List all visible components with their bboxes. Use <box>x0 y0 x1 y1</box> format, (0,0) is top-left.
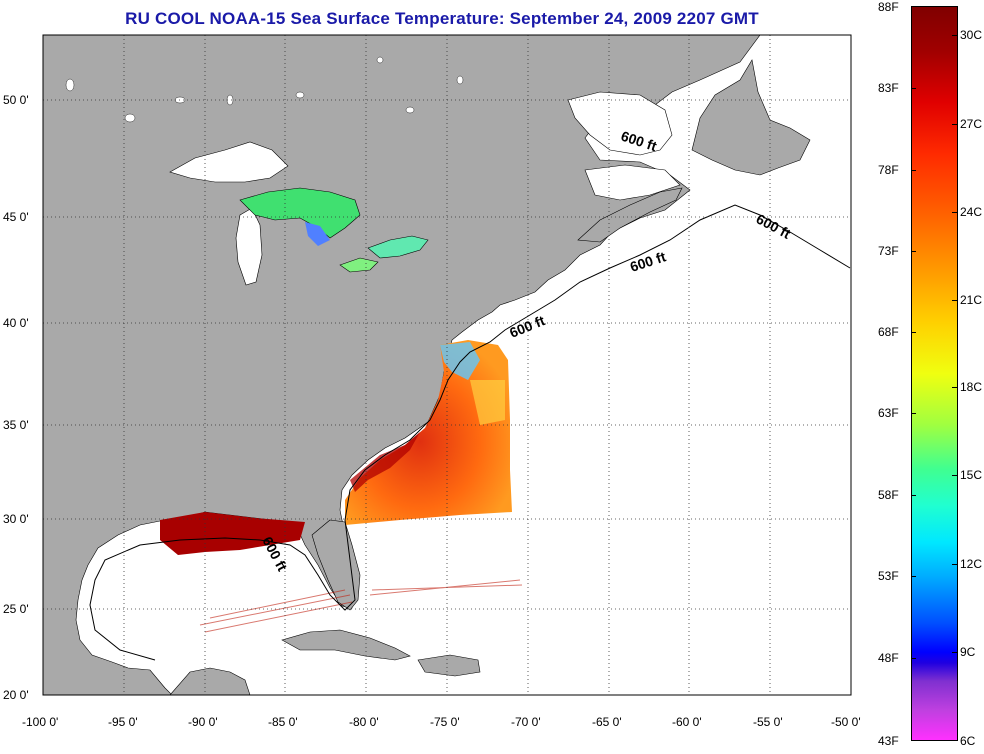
lon-label-70: -70 0' <box>511 715 541 729</box>
gulf-st-lawrence <box>567 91 673 156</box>
colorbar-c-21: 21C <box>960 293 983 307</box>
lake-huron-sst <box>239 187 361 239</box>
land-nova-scotia <box>577 187 683 243</box>
land-cuba <box>281 629 411 661</box>
colorbar-f-48: 48F <box>878 651 899 665</box>
lon-label-75: -75 0' <box>430 715 460 729</box>
lat-label-30: 30 0' <box>3 512 29 526</box>
land-newfoundland <box>691 59 811 176</box>
lon-label-85: -85 0' <box>268 715 298 729</box>
colorbar-c-9: 9C <box>960 645 976 659</box>
lon-label-65: -65 0' <box>592 715 622 729</box>
lon-label-80: -80 0' <box>349 715 379 729</box>
lat-label-35: 35 0' <box>3 418 29 432</box>
lat-label-20: 20 0' <box>3 688 29 702</box>
lat-label-40: 40 0' <box>3 316 29 330</box>
lake-erie-sst <box>367 235 429 259</box>
colorbar-f-68: 68F <box>878 325 899 339</box>
colorbar <box>911 6 958 741</box>
colorbar-f-88: 88F <box>878 0 899 14</box>
lon-label-55: -55 0' <box>753 715 783 729</box>
map-frame <box>42 34 852 696</box>
isobath-600ft <box>89 204 851 661</box>
colorbar-c-15: 15C <box>960 468 983 482</box>
colorbar-c-6: 6C <box>960 734 976 748</box>
colorbar-c-30: 30C <box>960 28 983 42</box>
sst-atlantic-swath <box>345 340 512 525</box>
colorbar-f-53: 53F <box>878 569 899 583</box>
colorbar-c-27: 27C <box>960 117 983 131</box>
colorbar-f-78: 78F <box>878 163 899 177</box>
lon-label-90: -90 0' <box>188 715 218 729</box>
lat-label-45: 45 0' <box>3 210 29 224</box>
lake-superior <box>169 141 289 183</box>
colorbar-f-43: 43F <box>878 734 899 748</box>
lat-label-50: 50 0' <box>3 93 29 107</box>
land-north-america <box>43 35 761 695</box>
sst-gulf-strip <box>160 512 305 555</box>
lon-label-50: -50 0' <box>831 715 861 729</box>
colorbar-f-83: 83F <box>878 81 899 95</box>
land-hispaniola <box>417 654 481 677</box>
colorbar-f-73: 73F <box>878 244 899 258</box>
colorbar-f-63: 63F <box>878 406 899 420</box>
lon-label-95: -95 0' <box>108 715 138 729</box>
colorbar-c-18: 18C <box>960 380 983 394</box>
lat-label-25: 25 0' <box>3 602 29 616</box>
lon-label-60: -60 0' <box>672 715 702 729</box>
colorbar-f-58: 58F <box>878 488 899 502</box>
colorbar-c-12: 12C <box>960 557 983 571</box>
map-title: RU COOL NOAA-15 Sea Surface Temperature:… <box>125 9 759 28</box>
land-yucatan <box>169 667 251 695</box>
lake-ontario-sst <box>339 257 379 273</box>
lon-label-100: -100 0' <box>22 715 59 729</box>
colorbar-c-24: 24C <box>960 205 983 219</box>
